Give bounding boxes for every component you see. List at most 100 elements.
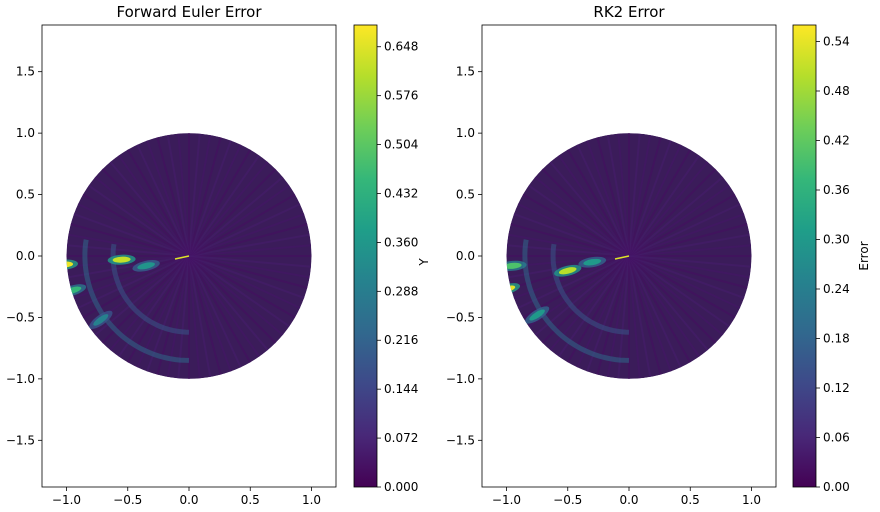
x-tick-label: 0.5 (681, 493, 700, 507)
radial-streak (120, 138, 190, 257)
colorbar-tick-label: 0.000 (384, 480, 418, 494)
colorbar-tick-label: 0.144 (384, 382, 418, 396)
colorbar-frame (792, 24, 817, 488)
radial-streak (110, 255, 190, 368)
y-tick-label: −0.5 (446, 310, 475, 324)
radial-streak (153, 133, 190, 257)
x-tick-label: 0.0 (619, 493, 638, 507)
radial-streak (93, 159, 190, 257)
radial-streak (628, 159, 725, 257)
x-tick-label: 0.0 (179, 493, 198, 507)
radial-streak (506, 243, 630, 257)
radial-streak (188, 255, 300, 335)
radial-streak (571, 133, 630, 257)
radial-streak (176, 255, 190, 379)
colorbar-gradient (793, 25, 816, 487)
radial-streak (141, 133, 190, 257)
radial-streak (188, 255, 214, 379)
radial-streak (66, 231, 190, 257)
radial-streak (628, 208, 752, 257)
radial-streak (188, 133, 247, 257)
radial-streak (628, 255, 698, 374)
y-tick-label: −1.5 (446, 433, 475, 447)
radial-streak (560, 138, 630, 257)
radial-streak (188, 177, 300, 257)
radial-streak (188, 255, 312, 269)
radial-streak (616, 255, 630, 379)
y-tick-label: 0.0 (16, 249, 35, 263)
chart-title: RK2 Error (593, 3, 665, 21)
radial-streak (628, 255, 642, 379)
colorbar-label: Error (857, 241, 871, 270)
radial-streak (571, 255, 630, 379)
radial-streak (506, 255, 630, 315)
radial-streak (131, 133, 190, 257)
radial-streak (628, 255, 740, 335)
radial-streak (628, 144, 708, 257)
radial-streak (188, 255, 307, 325)
colorbar-tick-label: 0.216 (384, 333, 418, 347)
colorbar-tick-label: 0.30 (823, 233, 850, 247)
y-tick-label: −1.0 (446, 372, 475, 386)
radial-streak (141, 255, 190, 379)
radial-streak (604, 133, 630, 257)
radial-streak (533, 159, 630, 257)
radial-streak (188, 197, 312, 257)
colorbar-right: 0.00 0.06 0.12 0.18 0.24 0.30 0.36 0.42 0.48 0.54… (792, 24, 871, 494)
radial-streak (188, 255, 225, 379)
radial-streak (188, 151, 277, 257)
colorbar-tick-label: 0.06 (823, 431, 850, 445)
y-tick-label: −1.0 (6, 372, 35, 386)
radial-streak (164, 255, 190, 379)
colorbar-tick-label: 0.576 (384, 89, 418, 103)
radial-streak (66, 255, 190, 315)
colorbar-tick-label: 0.54 (823, 35, 850, 49)
plot-left: −1.0 −0.5 0.0 0.5 1.0 1.5 1.0 0.5 0.0 −0.5 −1.0 −1.… (6, 3, 337, 507)
radial-streak (550, 144, 630, 257)
radial-streak (188, 255, 293, 344)
radial-streak (188, 255, 312, 304)
radial-streak (188, 255, 312, 292)
radial-streak (628, 255, 752, 269)
radial-streak (506, 220, 630, 257)
error-hotspot (558, 267, 577, 275)
y-tick-label: 1.5 (456, 65, 475, 79)
radial-streak (628, 177, 740, 257)
colorbar-tick-label: 0.12 (823, 381, 850, 395)
chart-title: Forward Euler Error (117, 3, 263, 21)
radial-streak (66, 255, 190, 304)
y-tick-label: 1.0 (456, 126, 475, 140)
radial-streak (628, 255, 687, 379)
y-tick-label: −0.5 (6, 310, 35, 324)
radial-streak (153, 255, 190, 379)
radial-streak (85, 255, 190, 344)
x-tick-label: −0.5 (553, 493, 582, 507)
radial-streak (78, 177, 190, 257)
radial-streak (188, 255, 202, 379)
error-hotspot (583, 258, 602, 266)
radial-streak (188, 255, 312, 315)
error-hotspot-halo (66, 259, 79, 270)
colorbar-tick-label: 0.36 (823, 183, 850, 197)
radial-streak (188, 187, 307, 257)
radial-streak (525, 168, 630, 257)
radial-streak (541, 151, 630, 257)
radial-streak (511, 255, 630, 325)
error-field (66, 133, 312, 379)
radial-streak (188, 133, 214, 257)
radial-streak (628, 231, 752, 257)
radial-streak (188, 208, 312, 257)
error-hotspot (506, 262, 522, 269)
radial-streak (628, 255, 752, 292)
x-tick-label: 1.0 (302, 493, 321, 507)
radial-streak (628, 255, 747, 325)
plot-right: −1.0 −0.5 0.0 0.5 1.0 1.5 1.0 0.5 0.0 −0.5 −1.0 −1.… (446, 3, 777, 507)
radial-streak (628, 133, 665, 257)
radial-streak (120, 255, 190, 374)
radial-streak (110, 144, 190, 257)
radial-streak (188, 133, 225, 257)
radial-streak (188, 159, 285, 257)
colorbar-frame (353, 24, 378, 488)
radial-streak (131, 255, 190, 379)
radial-streak (533, 255, 630, 353)
